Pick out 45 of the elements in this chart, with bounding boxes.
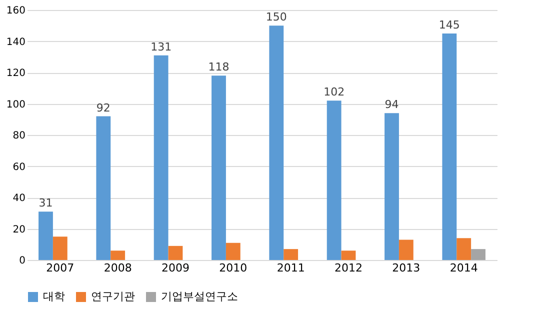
bar [341, 250, 356, 260]
bar [456, 238, 472, 260]
x-tick-label: 2014 [450, 262, 478, 274]
x-tick-label: 2008 [104, 262, 132, 274]
y-tick-label: 120 [6, 68, 26, 79]
y-tick-label: 140 [6, 36, 26, 48]
bar [168, 246, 183, 260]
bar [326, 100, 342, 260]
bar [269, 26, 284, 260]
y-tick-label: 160 [6, 6, 26, 16]
bar [226, 242, 240, 260]
bar [38, 212, 53, 260]
data-label: 131 [150, 40, 172, 54]
data-label: 31 [38, 196, 53, 210]
data-label: 150 [266, 10, 287, 24]
bar [471, 249, 486, 260]
bar [212, 76, 226, 260]
data-label: 94 [384, 98, 399, 112]
bar [96, 116, 111, 260]
y-tick-label: 0 [19, 256, 26, 266]
legend-label: 기업부설연구소 [161, 290, 238, 303]
bar [154, 55, 168, 260]
y-tick-label: 40 [12, 193, 26, 204]
data-label: 145 [438, 18, 460, 32]
bar [110, 250, 126, 260]
x-tick-label: 2012 [334, 262, 363, 274]
bar [284, 249, 298, 260]
x-tick-label: 2010 [219, 262, 248, 274]
data-label: 92 [96, 101, 110, 114]
bar [384, 113, 399, 260]
bar [398, 240, 414, 260]
bar [442, 33, 457, 260]
bar [52, 236, 68, 260]
x-tick-label: 2007 [46, 262, 74, 274]
x-tick-label: 2009 [161, 262, 190, 274]
x-tick-label: 2013 [392, 262, 420, 274]
y-tick-label: 80 [12, 130, 26, 142]
data-label: 118 [208, 60, 230, 74]
legend-label: 연구기관 [91, 290, 135, 303]
x-tick-label: 2011 [276, 262, 305, 274]
y-tick-label: 100 [6, 99, 26, 110]
data-label: 102 [324, 86, 345, 99]
y-tick-label: 20 [12, 224, 26, 236]
y-tick-label: 60 [12, 162, 26, 173]
legend-label: 대학 [43, 290, 65, 303]
